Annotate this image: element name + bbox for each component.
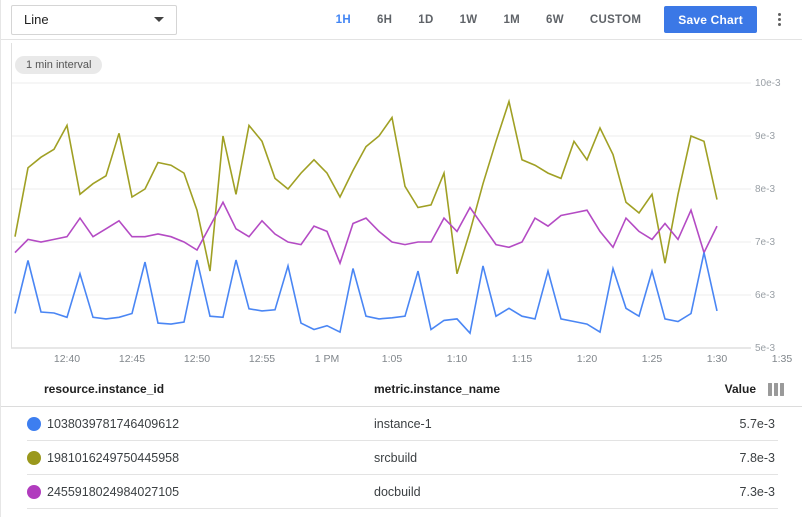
series-line-docbuild[interactable] bbox=[14, 200, 718, 266]
legend-row-instance-1[interactable]: 1038039781746409612 instance-1 5.7e-3 bbox=[1, 407, 802, 441]
time-range-1w[interactable]: 1W bbox=[459, 13, 478, 26]
y-axis-label: 9e-3 bbox=[755, 131, 775, 142]
interval-badge: 1 min interval bbox=[15, 56, 103, 74]
time-range-custom[interactable]: CUSTOM bbox=[589, 13, 642, 26]
value-cell: 5.7e-3 bbox=[739, 417, 775, 431]
time-range-1h[interactable]: 1H bbox=[335, 13, 351, 26]
time-range-6w[interactable]: 6W bbox=[546, 13, 564, 26]
y-axis-label: 7e-3 bbox=[755, 237, 775, 248]
x-axis-label: 1 PM bbox=[315, 353, 340, 365]
instance-name-cell: instance-1 bbox=[374, 417, 432, 431]
series-color-dot bbox=[27, 417, 41, 431]
x-axis-label: 12:45 bbox=[119, 353, 145, 365]
y-axis-label: 8e-3 bbox=[755, 184, 775, 195]
legend-table: resource.instance_id metric.instance_nam… bbox=[1, 372, 802, 509]
save-chart-button[interactable]: Save Chart bbox=[664, 6, 757, 33]
instance-id-cell: 1038039781746409612 bbox=[47, 417, 180, 431]
time-range-6h[interactable]: 6H bbox=[376, 13, 393, 26]
x-axis-label: 1:05 bbox=[382, 353, 403, 365]
time-range-1m[interactable]: 1M bbox=[503, 13, 521, 26]
chart-type-select[interactable]: Line bbox=[11, 4, 177, 35]
x-axis-label: 1:35 bbox=[772, 353, 793, 365]
column-header-value: Value bbox=[724, 382, 756, 396]
chevron-down-icon bbox=[154, 17, 164, 22]
instance-id-cell: 2455918024984027105 bbox=[47, 485, 180, 499]
column-header-instance-id: resource.instance_id bbox=[44, 382, 165, 396]
x-axis-label: 1:30 bbox=[707, 353, 728, 365]
instance-id-cell: 1981016249750445958 bbox=[47, 451, 180, 465]
y-axis-label: 5e-3 bbox=[755, 343, 775, 354]
x-axis-label: 1:20 bbox=[577, 353, 598, 365]
instance-name-cell: srcbuild bbox=[374, 451, 418, 465]
chart-area: 1 min interval 10e-3 9e-3 8e-3 7e-3 6e-3 5e-3… bbox=[1, 40, 802, 372]
x-axis-label: 1:10 bbox=[447, 353, 468, 365]
chart-canvas[interactable]: 10e-3 9e-3 8e-3 7e-3 6e-3 5e-3 12:40 12:45 12:50… bbox=[1, 40, 802, 372]
x-axis-label: 1:15 bbox=[512, 353, 533, 365]
series-color-dot bbox=[27, 485, 41, 499]
instance-name-cell: docbuild bbox=[374, 485, 421, 499]
series-line-instance-1[interactable] bbox=[14, 252, 718, 335]
series-line-srcbuild[interactable] bbox=[14, 98, 718, 275]
time-range-1d[interactable]: 1D bbox=[418, 13, 434, 26]
column-options-icon[interactable] bbox=[768, 382, 784, 396]
y-axis-label: 10e-3 bbox=[755, 78, 781, 89]
legend-table-body: 1038039781746409612 instance-1 5.7e-3 19810… bbox=[1, 407, 802, 509]
chart-type-value: Line bbox=[24, 12, 49, 27]
legend-row-srcbuild[interactable]: 1981016249750445958 srcbuild 7.8e-3 bbox=[1, 441, 802, 475]
legend-table-header: resource.instance_id metric.instance_nam… bbox=[1, 372, 802, 407]
column-header-instance-name: metric.instance_name bbox=[374, 382, 501, 396]
value-cell: 7.3e-3 bbox=[739, 485, 775, 499]
series-color-dot bbox=[27, 451, 41, 465]
x-axis-label: 12:55 bbox=[249, 353, 275, 365]
legend-row-docbuild[interactable]: 2455918024984027105 docbuild 7.3e-3 bbox=[1, 475, 802, 509]
value-cell: 7.8e-3 bbox=[739, 451, 775, 465]
y-axis-label: 6e-3 bbox=[755, 290, 775, 301]
chart-toolbar: Line 1H 6H 1D 1W 1M 6W CUSTOM Save Chart bbox=[1, 0, 802, 40]
x-axis-label: 12:40 bbox=[54, 353, 80, 365]
x-axis-label: 12:50 bbox=[184, 353, 210, 365]
time-range-group: 1H 6H 1D 1W 1M 6W CUSTOM bbox=[323, 8, 655, 32]
x-axis-label: 1:25 bbox=[642, 353, 663, 365]
more-options-icon[interactable] bbox=[773, 9, 786, 30]
